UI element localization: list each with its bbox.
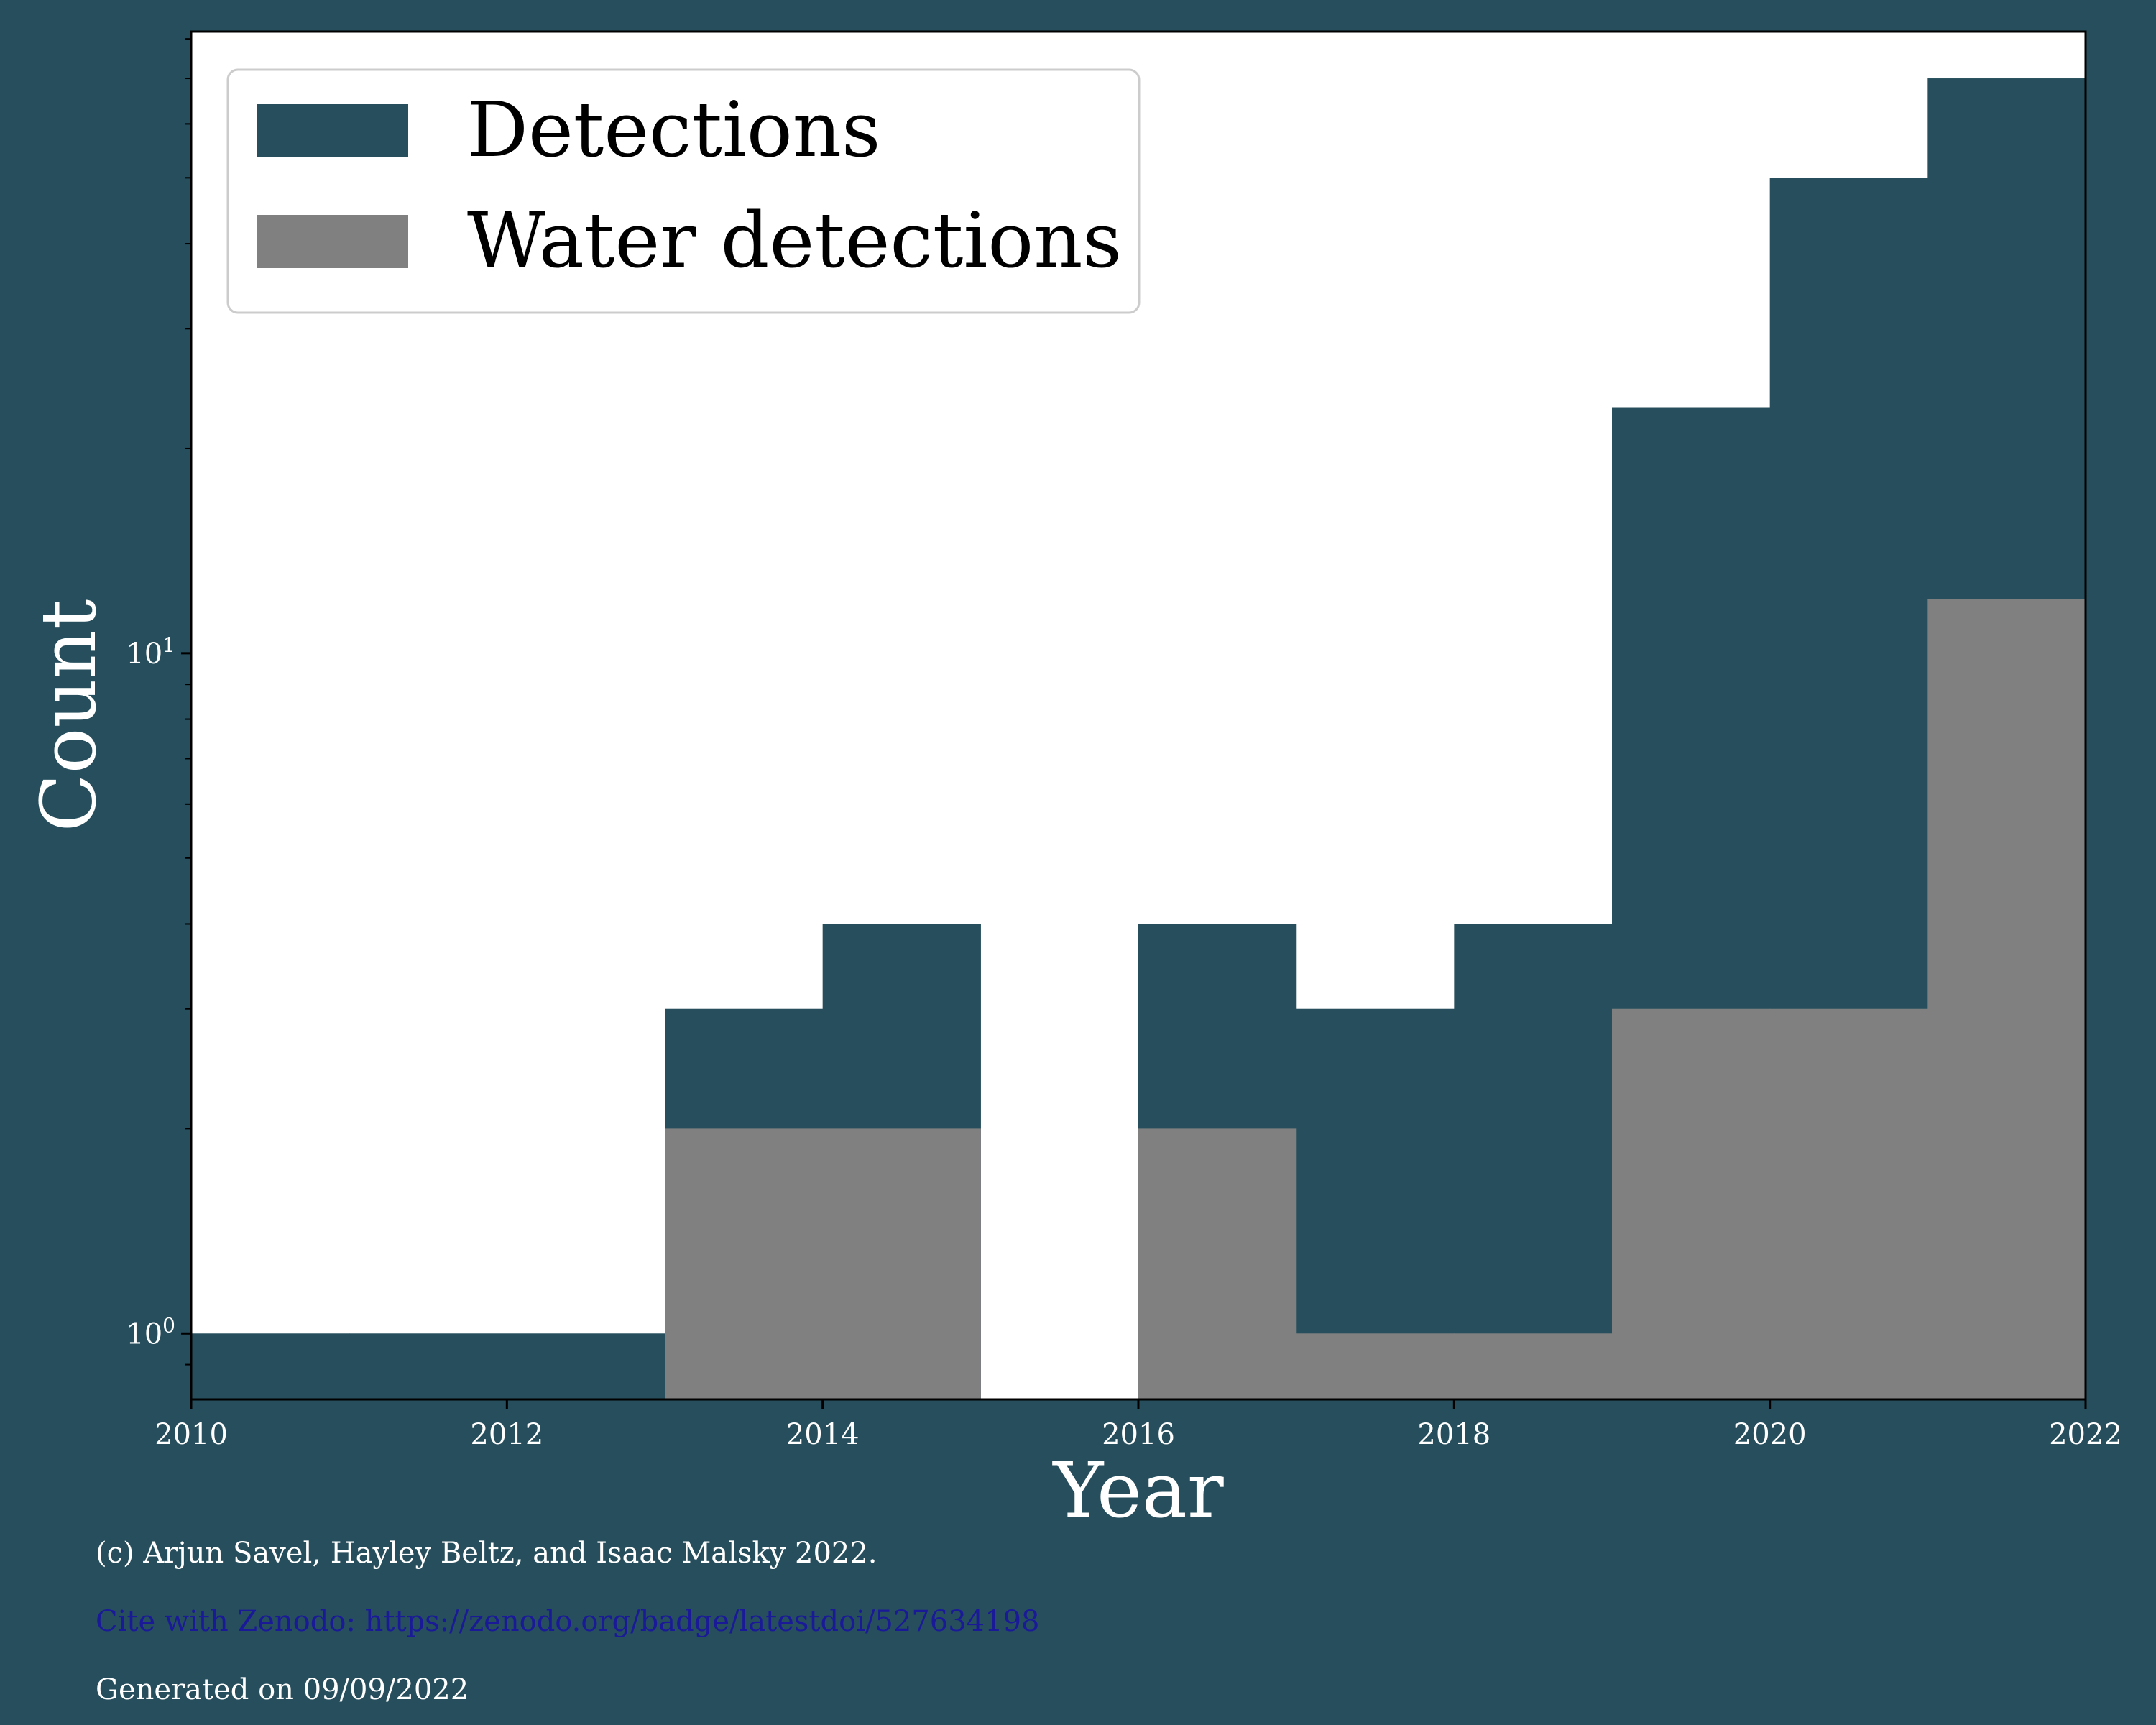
x-tick-label: 2010 [155, 1418, 228, 1451]
bar-detections [507, 1333, 665, 1399]
bar-water-detections [1138, 1128, 1297, 1399]
legend-label: Water detections [467, 196, 1122, 285]
bar-water-detections [1769, 1008, 1928, 1399]
zenodo-cite-link[interactable]: Cite with Zenodo: https://zenodo.org/bad… [96, 1605, 1040, 1638]
bar-water-detections [822, 1128, 981, 1399]
x-tick-label: 2016 [1102, 1418, 1175, 1451]
y-tick-label: 101 [126, 633, 175, 671]
bar-water-detections [665, 1128, 824, 1399]
legend-label: Detections [467, 86, 880, 174]
bar-water-detections [1612, 1008, 1771, 1399]
bar-water-detections [1454, 1333, 1613, 1399]
y-tick-label: 100 [126, 1313, 175, 1351]
x-tick-label: 2020 [1733, 1418, 1807, 1451]
x-tick-label: 2018 [1417, 1418, 1491, 1451]
bar-detections [191, 1333, 350, 1399]
x-tick-label: 2022 [2049, 1418, 2122, 1451]
bar-water-detections [1296, 1333, 1455, 1399]
y-axis-label: Count [24, 599, 113, 832]
bar-water-detections [1927, 599, 2086, 1399]
x-tick-label: 2014 [786, 1418, 860, 1451]
legend: Detections Water detections [226, 68, 1141, 314]
bar-detections [349, 1333, 507, 1399]
legend-swatch [257, 104, 408, 157]
x-axis-label: Year [1051, 1446, 1224, 1535]
legend-swatch [257, 215, 408, 268]
generated-date-text: Generated on 09/09/2022 [96, 1673, 469, 1706]
copyright-text: (c) Arjun Savel, Hayley Beltz, and Isaac… [96, 1537, 877, 1570]
legend-box [226, 68, 1141, 314]
x-tick-label: 2012 [470, 1418, 543, 1451]
bar-detections [1454, 924, 1613, 1399]
